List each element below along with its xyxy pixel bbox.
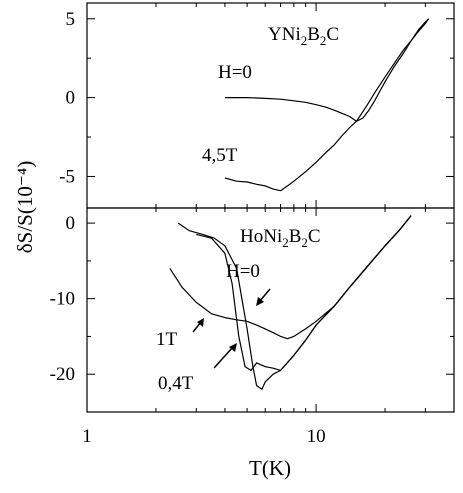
bottom-1t-label: 1T	[156, 329, 178, 350]
top-y-tick-label: 0	[66, 88, 76, 109]
bottom-y-tick-label: -20	[50, 364, 75, 385]
top-compound-label: YNi2B2C	[268, 24, 339, 48]
arrow-1t	[192, 318, 204, 333]
bottom-compound-label: HoNi2B2C	[240, 226, 321, 250]
bottom-y-tick-label: -10	[50, 289, 75, 310]
top-y-tick-label: -5	[59, 166, 75, 187]
top-h0-label: H=0	[218, 62, 252, 83]
bottom-panel-frame	[86, 207, 455, 413]
top-panel-ticks: 5 0 -5	[59, 3, 455, 208]
arrow-h0	[256, 288, 271, 306]
x-tick-label: 10	[307, 426, 326, 447]
top-panel-series	[224, 18, 430, 192]
arrow-04t	[213, 343, 237, 369]
x-tick-label: 1	[82, 426, 92, 447]
bottom-series-line-2	[169, 215, 412, 340]
top-45t-label: 4,5T	[202, 145, 238, 166]
bottom-04t-label: 0,4T	[158, 373, 194, 394]
bottom-panel-ticks: 0 -10 -20 1 10	[50, 208, 455, 447]
bottom-h0-label: H=0	[226, 261, 260, 282]
bottom-y-tick-label: 0	[66, 213, 76, 234]
y-axis-label: δS/S(10⁻⁴)	[13, 161, 37, 253]
top-series-line-1	[224, 18, 430, 192]
top-y-tick-label: 5	[66, 9, 76, 30]
x-axis-label: T(K)	[249, 456, 291, 480]
bottom-panel-series	[169, 215, 412, 390]
top-series-line-0	[224, 18, 430, 122]
